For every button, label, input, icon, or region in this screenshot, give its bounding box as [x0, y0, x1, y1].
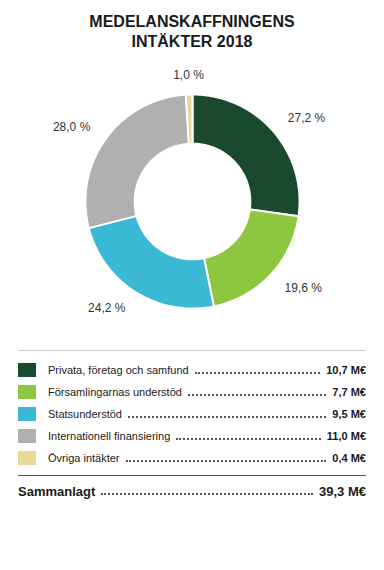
svg-text:1,0 %: 1,0 % — [173, 68, 204, 82]
html-text:39,3 M€: 39,3 M€ — [319, 483, 366, 499]
html-text:7,7 M€: 7,7 M€ — [332, 386, 366, 398]
html-text:Privata, företag och samfund: Privata, företag och samfund — [48, 364, 189, 376]
svg-text:27,2 %: 27,2 % — [288, 111, 326, 125]
html-text:10,7 M€: 10,7 M€ — [326, 364, 366, 376]
html-text:0,4 M€: 0,4 M€ — [332, 452, 366, 464]
svg-text:24,2 %: 24,2 % — [88, 301, 126, 315]
html-text:MEDELANSKAFFNINGENS INTÄKTER 2: MEDELANSKAFFNINGENS INTÄKTER 2018 — [89, 13, 295, 50]
html-text:Övriga intäkter: Övriga intäkter — [48, 452, 120, 464]
html-text:11,0 M€: 11,0 M€ — [326, 430, 366, 442]
html-text:Internationell finansiering: Internationell finansiering — [48, 430, 171, 442]
html-text:Församlingarnas understöd: Församlingarnas understöd — [48, 386, 182, 398]
html-text:Sammanlagt: Sammanlagt — [18, 483, 96, 499]
html-text:Statsunderstöd: Statsunderstöd — [48, 408, 122, 420]
svg-text:28,0 %: 28,0 % — [53, 120, 91, 134]
svg-text:19,6 %: 19,6 % — [285, 281, 323, 295]
html-text:9,5 M€: 9,5 M€ — [332, 408, 366, 420]
